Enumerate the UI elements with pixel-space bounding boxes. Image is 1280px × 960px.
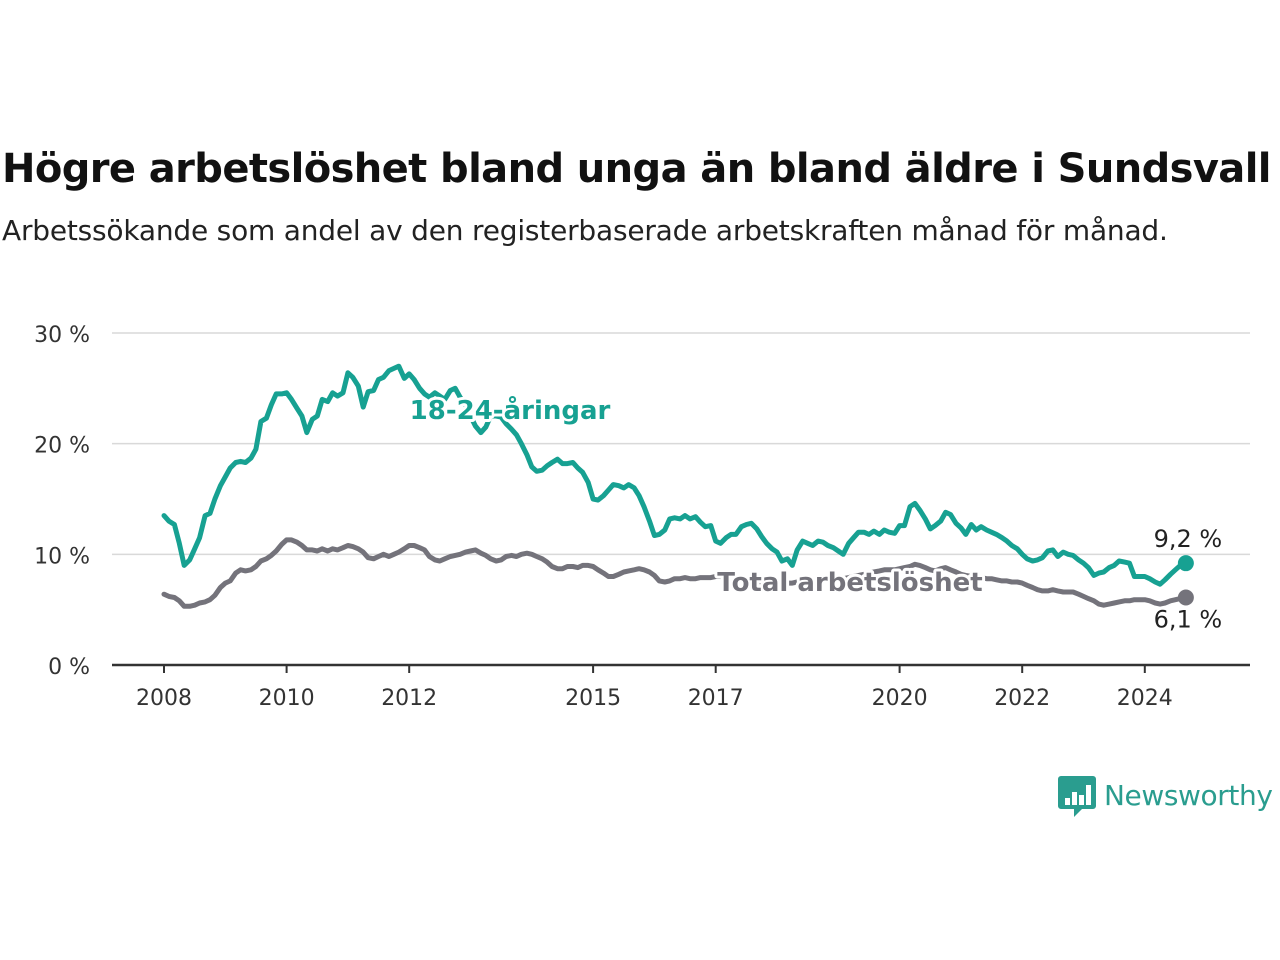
series-end-label: 6,1 %: [1154, 605, 1223, 633]
newsworthy-logo: Newsworthy: [1058, 772, 1273, 818]
newsworthy-logo-text: Newsworthy: [1104, 778, 1273, 812]
x-tick-label: 2022: [994, 686, 1050, 711]
y-tick-label: 10 %: [34, 544, 90, 569]
x-tick-label: 2020: [872, 686, 928, 711]
x-axis: 2008 2010 2012 2015 2017 2020 2022 2024: [112, 663, 1250, 711]
chart-subtitle: Arbetssökande som andel av den registerb…: [2, 214, 1168, 247]
series-end-marker: [1177, 589, 1194, 606]
chart-title: Högre arbetslöshet bland unga än bland ä…: [2, 146, 1272, 192]
x-tick-label: 2017: [688, 686, 744, 711]
y-tick-label: 30 %: [34, 323, 90, 348]
y-tick-label: 20 %: [34, 434, 90, 459]
x-tick-label: 2008: [136, 686, 192, 711]
series-line-total: [161, 537, 1189, 609]
series-end-label: 9,2 %: [1154, 525, 1223, 553]
series-name-label: 18-24-åringar: [410, 394, 611, 426]
x-tick-label: 2015: [565, 686, 621, 711]
x-tick-label: 2024: [1117, 686, 1173, 711]
series-name-label: Total arbetslöshet: [717, 568, 982, 598]
y-tick-label: 0 %: [48, 655, 90, 680]
line-chart: 0 % 10 % 20 % 30 % 2008 2010 2012 2015 2017 2020…: [34, 323, 1250, 711]
newsworthy-logo-icon: [1058, 776, 1096, 817]
series-lines: [161, 363, 1194, 609]
series-end-marker: [1177, 555, 1194, 572]
series-labels: 9,2 % 6,1 % 18-24-åringar Total arbetslöshe…: [407, 391, 1223, 633]
x-tick-label: 2010: [259, 686, 315, 711]
x-tick-label: 2012: [381, 686, 437, 711]
series-line-youth: [161, 363, 1189, 587]
y-axis-ticks: 0 % 10 % 20 % 30 %: [34, 323, 90, 680]
